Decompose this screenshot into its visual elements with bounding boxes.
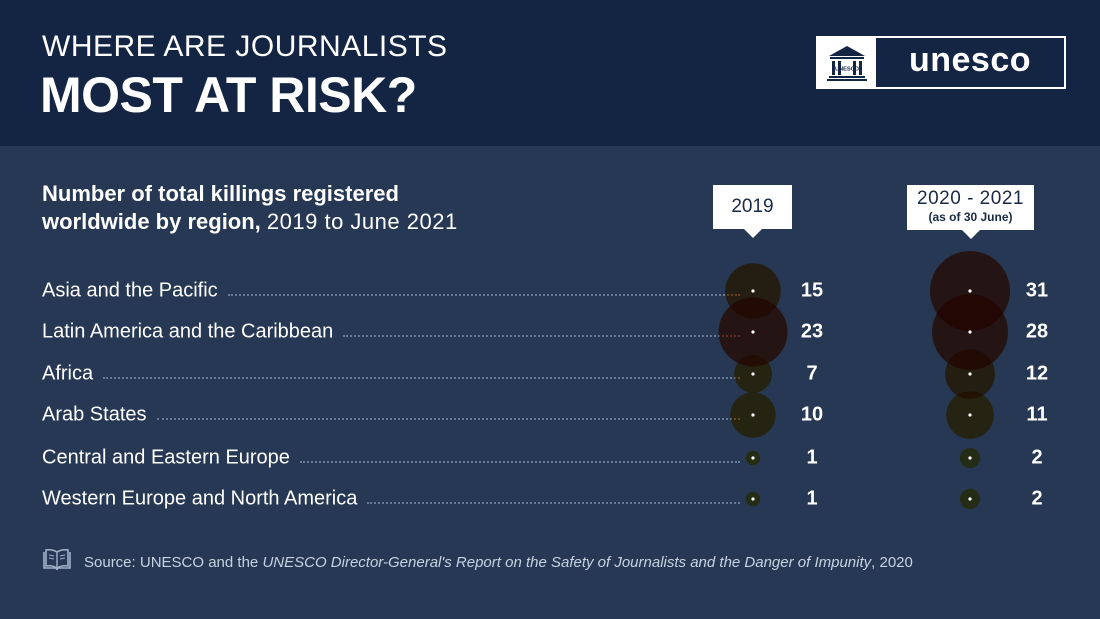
region-label-latin-america-and-the-caribbean: Latin America and the Caribbean [42, 320, 334, 343]
column-label-2019: 2019 [731, 196, 774, 217]
region-label-africa: Africa [42, 362, 94, 385]
bubble-2019-central-and-eastern-europe [745, 450, 761, 466]
column-label-2020-2021: 2020 - 2021 [917, 188, 1024, 209]
bubble-center-dot [968, 289, 972, 293]
column-note-2020-2021: (as of 30 June) [928, 210, 1013, 224]
bubble-center-dot [751, 497, 755, 501]
bubble-center-dot [751, 330, 755, 334]
value-label-2019-western-europe-and-north-america: 1 [806, 487, 818, 510]
logo-wordmark: unesco [908, 41, 1032, 79]
leader-line [156, 418, 740, 420]
subtitle-line1: Number of total killings registered [42, 181, 399, 206]
bubble-2020-2021-asia-and-the-pacific [930, 251, 1010, 331]
bubble-2020-2021-africa [945, 349, 995, 399]
value-label-2020-2021-asia-and-the-pacific: 31 [1025, 279, 1049, 302]
bubble-2019-arab-states [730, 392, 776, 438]
region-label-asia-and-the-pacific: Asia and the Pacific [42, 279, 218, 302]
chart-subtitle: Number of total killings registered worl… [42, 180, 458, 236]
source-note: Source: UNESCO and the UNESCO Director-G… [42, 548, 913, 575]
bubble-center-dot [751, 289, 755, 293]
subtitle-line2-bold: worldwide by region, [42, 209, 261, 234]
bubble-center-dot [968, 456, 972, 460]
leader-line [367, 502, 740, 504]
subtitle-line2-light: 2019 to June 2021 [266, 209, 458, 234]
bubble-2019-latin-america-and-the-caribbean [718, 297, 788, 367]
value-label-2020-2021-africa: 12 [1025, 362, 1049, 385]
leader-line [227, 294, 740, 296]
bubble-center-dot [968, 413, 972, 417]
open-book-icon [42, 548, 72, 575]
region-label-western-europe-and-north-america: Western Europe and North America [42, 487, 358, 510]
bubble-center-dot [968, 497, 972, 501]
bubble-center-dot [968, 372, 972, 376]
unesco-logo: UNESCO unesco [816, 36, 1066, 89]
bubble-2020-2021-central-and-eastern-europe [959, 447, 981, 469]
region-label-central-and-eastern-europe: Central and Eastern Europe [42, 446, 290, 469]
bubble-center-dot [968, 330, 972, 334]
value-label-2020-2021-western-europe-and-north-america: 2 [1031, 487, 1043, 510]
value-label-2019-africa: 7 [806, 362, 818, 385]
bubble-2019-africa [734, 355, 772, 393]
value-label-2020-2021-latin-america-and-the-caribbean: 28 [1025, 320, 1049, 343]
temple-icon: UNESCO [818, 38, 876, 87]
bubble-center-dot [751, 456, 755, 460]
logo-emblem-text: UNESCO [835, 66, 860, 72]
title-main: MOST AT RISK? [40, 67, 417, 123]
bubble-center-dot [751, 413, 755, 417]
column-callout-2020-2021: 2020 - 2021 (as of 30 June) [907, 185, 1034, 239]
value-label-2019-central-and-eastern-europe: 1 [806, 446, 818, 469]
value-label-2019-asia-and-the-pacific: 15 [800, 279, 824, 302]
source-text: Source: UNESCO and the UNESCO Director-G… [84, 553, 913, 571]
bubble-center-dot [751, 372, 755, 376]
value-label-2020-2021-central-and-eastern-europe: 2 [1031, 446, 1043, 469]
value-label-2019-arab-states: 10 [800, 403, 824, 426]
bubble-2020-2021-latin-america-and-the-caribbean [932, 294, 1008, 370]
bubble-2019-asia-and-the-pacific [725, 263, 781, 319]
leader-line [103, 377, 740, 379]
bubble-2020-2021-arab-states [946, 391, 994, 439]
header-bar: WHERE ARE JOURNALISTS MOST AT RISK? UNES… [0, 0, 1100, 146]
region-label-arab-states: Arab States [42, 403, 147, 426]
value-label-2020-2021-arab-states: 11 [1026, 403, 1048, 426]
bubble-2020-2021-western-europe-and-north-america [959, 488, 981, 510]
value-label-2019-latin-america-and-the-caribbean: 23 [800, 320, 824, 343]
bubble-2019-western-europe-and-north-america [745, 491, 761, 507]
leader-line [299, 461, 740, 463]
column-callout-2019: 2019 [713, 185, 792, 238]
title-small: WHERE ARE JOURNALISTS [42, 30, 448, 63]
leader-line [343, 335, 740, 337]
